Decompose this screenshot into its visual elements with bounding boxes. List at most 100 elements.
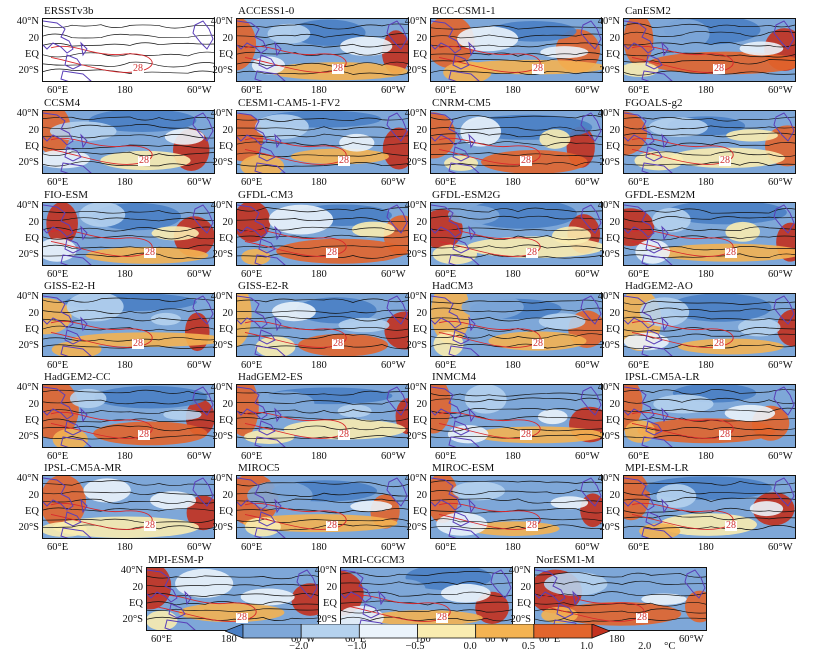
y-tick-label: 20 — [609, 308, 621, 319]
y-tick-label: 40°N — [597, 473, 620, 484]
y-tick-label: 20°S — [18, 249, 39, 260]
x-tick-label: 180 — [117, 177, 133, 188]
y-tick-label: EQ — [413, 415, 427, 426]
x-tick-label: 180 — [505, 451, 521, 462]
map-plot — [431, 111, 602, 173]
x-tick-label: 60°W — [768, 177, 793, 188]
y-tick-label: EQ — [219, 324, 233, 335]
y-tick-label: 20 — [28, 33, 40, 44]
x-tick-label: 60°E — [345, 634, 367, 645]
y-tick-label: 20°S — [212, 340, 233, 351]
map-plot — [43, 385, 214, 447]
map-frame — [236, 475, 409, 539]
x-tick-label: 60°W — [575, 85, 600, 96]
contour-label: 28 — [144, 247, 156, 258]
y-tick-label: EQ — [413, 233, 427, 244]
x-tick-label: 180 — [505, 269, 521, 280]
x-tick-label: 180 — [117, 85, 133, 96]
x-tick-label: 60°W — [187, 451, 212, 462]
y-tick-label: 20 — [520, 582, 532, 593]
x-tick-label: 60°W — [575, 451, 600, 462]
y-tick-label: 40°N — [16, 382, 39, 393]
colorbar-segment — [300, 623, 360, 639]
y-tick-label: EQ — [606, 506, 620, 517]
x-tick-label: 60°W — [575, 360, 600, 371]
panel-title: ACCESS1-0 — [238, 5, 295, 17]
x-tick-label: 60°W — [575, 177, 600, 188]
map-frame — [42, 384, 215, 448]
y-tick-label: 20°S — [212, 157, 233, 168]
panel-title: MPI-ESM-LR — [625, 462, 689, 474]
x-tick-label: 180 — [698, 360, 714, 371]
y-tick-label: 40°N — [597, 291, 620, 302]
x-tick-label: 180 — [117, 269, 133, 280]
contour-label: 28 — [338, 155, 350, 166]
y-tick-label: EQ — [25, 49, 39, 60]
x-tick-label: 60°E — [241, 177, 263, 188]
colorbar — [223, 623, 612, 645]
x-tick-label: 60°E — [241, 542, 263, 553]
y-tick-label: 20°S — [510, 614, 531, 625]
map-frame — [236, 293, 409, 357]
y-tick-label: 20°S — [212, 522, 233, 533]
y-tick-label: EQ — [606, 324, 620, 335]
colorbar-segment — [533, 623, 593, 639]
x-tick-label: 60°W — [381, 85, 406, 96]
y-tick-label: 20 — [416, 217, 428, 228]
y-tick-label: 20°S — [406, 340, 427, 351]
panel-title: CCSM4 — [44, 97, 81, 109]
map-plot — [237, 385, 408, 447]
y-tick-label: 20°S — [18, 522, 39, 533]
y-tick-label: 20 — [326, 582, 338, 593]
y-tick-label: 20°S — [599, 157, 620, 168]
x-tick-label: 60°E — [628, 177, 650, 188]
y-tick-label: 40°N — [597, 382, 620, 393]
contour-label: 28 — [719, 155, 731, 166]
y-tick-label: 20 — [609, 490, 621, 501]
map-frame — [42, 293, 215, 357]
colorbar-tick-label: 0.0 — [463, 641, 477, 652]
x-tick-label: 60°E — [435, 177, 457, 188]
y-tick-label: 20 — [609, 217, 621, 228]
map-frame — [430, 475, 603, 539]
colorbar-tick-label: −0.5 — [405, 641, 425, 652]
y-tick-label: 40°N — [404, 108, 427, 119]
y-tick-label: 40°N — [597, 16, 620, 27]
map-frame — [430, 110, 603, 174]
y-tick-label: EQ — [219, 49, 233, 60]
map-plot — [237, 476, 408, 538]
map-plot — [431, 294, 602, 356]
y-tick-label: 40°N — [404, 200, 427, 211]
y-tick-label: 40°N — [210, 382, 233, 393]
x-tick-label: 60°W — [485, 634, 510, 645]
x-tick-label: 60°W — [768, 451, 793, 462]
x-tick-label: 60°E — [628, 451, 650, 462]
y-tick-label: 40°N — [16, 16, 39, 27]
y-tick-label: 40°N — [597, 108, 620, 119]
contour-label: 28 — [144, 520, 156, 531]
panel-title: CESM1-CAM5-1-FV2 — [238, 97, 341, 109]
y-tick-label: 40°N — [404, 16, 427, 27]
contour-label: 28 — [436, 612, 448, 623]
x-tick-label: 180 — [311, 360, 327, 371]
map-frame — [42, 475, 215, 539]
contour-label: 28 — [236, 612, 248, 623]
map-plot — [624, 111, 795, 173]
x-tick-label: 180 — [505, 85, 521, 96]
x-tick-label: 60°E — [628, 360, 650, 371]
x-tick-label: 60°W — [187, 269, 212, 280]
y-tick-label: 20 — [609, 125, 621, 136]
map-plot — [237, 203, 408, 265]
map-frame — [430, 18, 603, 82]
colorbar-segment — [417, 623, 477, 639]
y-tick-label: 20 — [222, 125, 234, 136]
y-tick-label: 20 — [609, 33, 621, 44]
x-tick-label: 60°E — [47, 451, 69, 462]
x-tick-label: 60°W — [575, 269, 600, 280]
x-tick-label: 180 — [117, 542, 133, 553]
colorbar-segment — [475, 623, 535, 639]
y-tick-label: 20 — [28, 399, 40, 410]
map-plot — [624, 476, 795, 538]
y-tick-label: EQ — [413, 506, 427, 517]
y-tick-label: 20°S — [18, 157, 39, 168]
